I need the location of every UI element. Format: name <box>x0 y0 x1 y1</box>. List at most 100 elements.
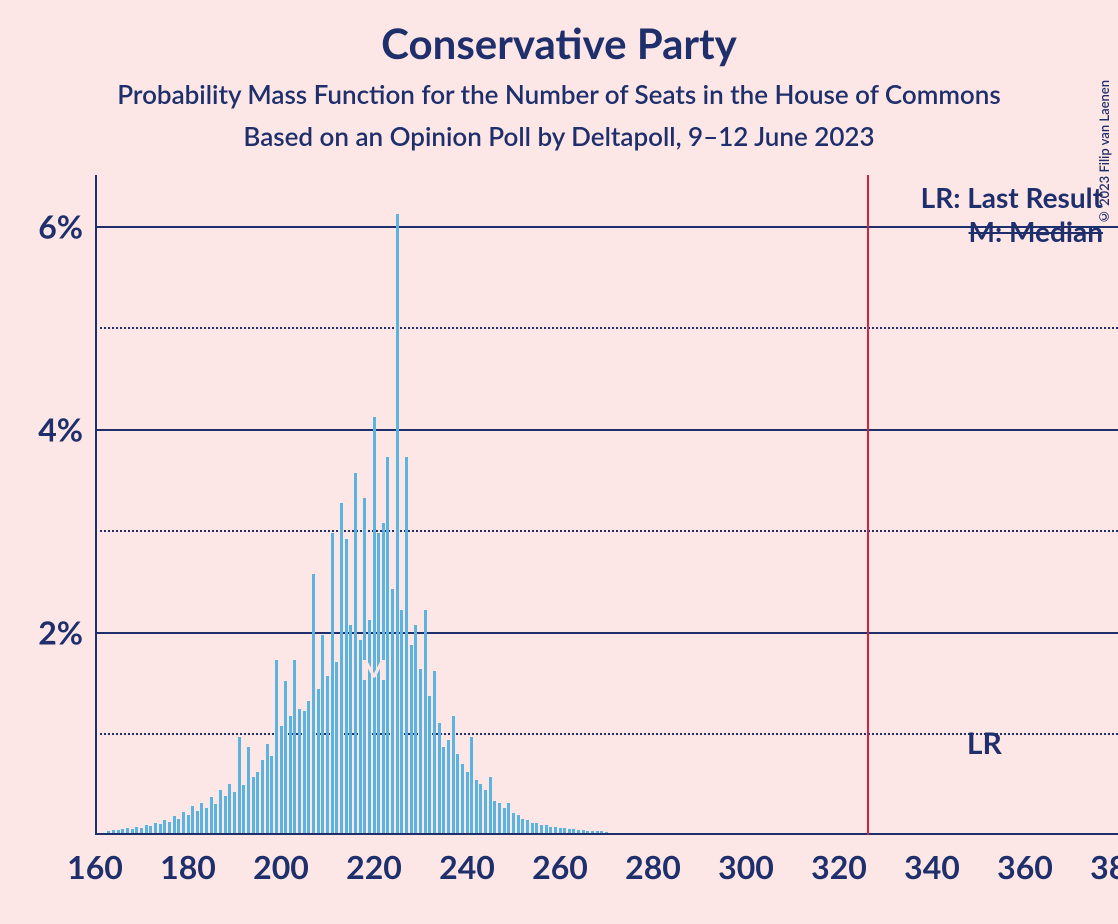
x-tick-label: 240 <box>439 847 495 886</box>
pmf-bar <box>317 689 320 833</box>
pmf-bar <box>517 815 520 833</box>
y-tick-label: 2% <box>0 612 83 651</box>
chart-plot-area: LR: Last Result M: Median LR M <box>95 175 1118 835</box>
pmf-bar <box>224 796 227 833</box>
pmf-bar <box>489 777 492 833</box>
pmf-bar <box>210 797 213 833</box>
pmf-bar <box>396 214 399 833</box>
pmf-bar <box>326 676 329 833</box>
pmf-bar <box>233 792 236 833</box>
pmf-bar <box>424 610 427 833</box>
pmf-bar <box>182 812 185 833</box>
pmf-bar <box>280 726 283 833</box>
x-tick-label: 320 <box>811 847 867 886</box>
pmf-bar <box>159 824 162 833</box>
pmf-bar <box>400 610 403 833</box>
pmf-bar <box>498 803 501 833</box>
pmf-bar <box>563 828 566 833</box>
pmf-bar <box>521 819 524 833</box>
pmf-bar <box>582 830 585 833</box>
pmf-bar <box>484 790 487 833</box>
pmf-bar <box>386 457 389 833</box>
pmf-bar <box>154 823 157 833</box>
pmf-bar <box>596 831 599 833</box>
pmf-bar <box>391 589 394 833</box>
pmf-bar <box>312 574 315 833</box>
pmf-bar <box>438 723 441 833</box>
chart-subtitle-2: Based on an Opinion Poll by Deltapoll, 9… <box>0 110 1118 152</box>
last-result-line <box>867 175 869 835</box>
pmf-bar <box>461 764 464 833</box>
pmf-bar <box>572 829 575 833</box>
pmf-bar <box>266 744 269 833</box>
pmf-bar <box>475 780 478 833</box>
pmf-bar <box>238 737 241 833</box>
chart-subtitle-1: Probability Mass Function for the Number… <box>0 68 1118 110</box>
pmf-bar <box>507 803 510 833</box>
chart-title: Conservative Party <box>0 0 1118 68</box>
pmf-bar <box>586 831 589 833</box>
pmf-bar <box>503 808 506 833</box>
pmf-bar <box>200 803 203 833</box>
pmf-bar <box>452 716 455 833</box>
pmf-bar <box>214 804 217 833</box>
bars-container <box>95 175 1118 833</box>
pmf-bar <box>345 539 348 833</box>
pmf-bar <box>173 816 176 833</box>
pmf-bar <box>526 820 529 833</box>
pmf-bar <box>261 760 264 833</box>
pmf-bar <box>433 671 436 833</box>
pmf-bar <box>228 784 231 833</box>
x-axis <box>95 833 1118 835</box>
x-tick-label: 380 <box>1090 847 1118 886</box>
pmf-bar <box>493 801 496 833</box>
pmf-bar <box>414 625 417 833</box>
pmf-bar <box>577 830 580 833</box>
x-tick-label: 360 <box>997 847 1053 886</box>
pmf-bar <box>428 696 431 833</box>
pmf-bar <box>600 831 603 833</box>
pmf-bar <box>559 828 562 833</box>
pmf-bar <box>568 829 571 833</box>
pmf-bar <box>466 772 469 833</box>
pmf-bar <box>196 811 199 833</box>
pmf-bar <box>126 828 129 833</box>
pmf-bar <box>135 827 138 833</box>
legend-median: M: Median <box>921 214 1103 248</box>
pmf-bar <box>373 417 376 833</box>
x-tick-label: 220 <box>346 847 402 886</box>
pmf-bar <box>405 457 408 833</box>
pmf-bar <box>145 825 148 833</box>
pmf-bar <box>112 830 115 833</box>
pmf-bar <box>270 756 273 833</box>
x-tick-label: 300 <box>718 847 774 886</box>
pmf-bar <box>419 669 422 833</box>
legend: LR: Last Result M: Median <box>921 180 1103 248</box>
pmf-bar <box>177 819 180 833</box>
pmf-bar <box>456 754 459 833</box>
pmf-bar <box>275 660 278 833</box>
pmf-bar <box>340 503 343 833</box>
x-tick-label: 200 <box>253 847 309 886</box>
pmf-bar <box>242 785 245 833</box>
x-tick-label: 280 <box>625 847 681 886</box>
pmf-bar <box>545 825 548 833</box>
pmf-bar <box>140 828 143 833</box>
pmf-bar <box>187 815 190 833</box>
pmf-bar <box>479 784 482 833</box>
pmf-bar <box>247 747 250 833</box>
pmf-bar <box>219 790 222 833</box>
pmf-bar <box>149 826 152 833</box>
pmf-bar <box>354 473 357 833</box>
legend-lr: LR: Last Result <box>921 180 1103 214</box>
pmf-bar <box>307 701 310 833</box>
pmf-bar <box>168 822 171 833</box>
pmf-bar <box>191 806 194 833</box>
pmf-bar <box>447 740 450 833</box>
pmf-bar <box>331 533 334 833</box>
pmf-bar <box>549 827 552 833</box>
pmf-bar <box>163 820 166 833</box>
pmf-bar <box>252 777 255 833</box>
median-marker: M <box>361 652 387 686</box>
x-tick-label: 340 <box>904 847 960 886</box>
